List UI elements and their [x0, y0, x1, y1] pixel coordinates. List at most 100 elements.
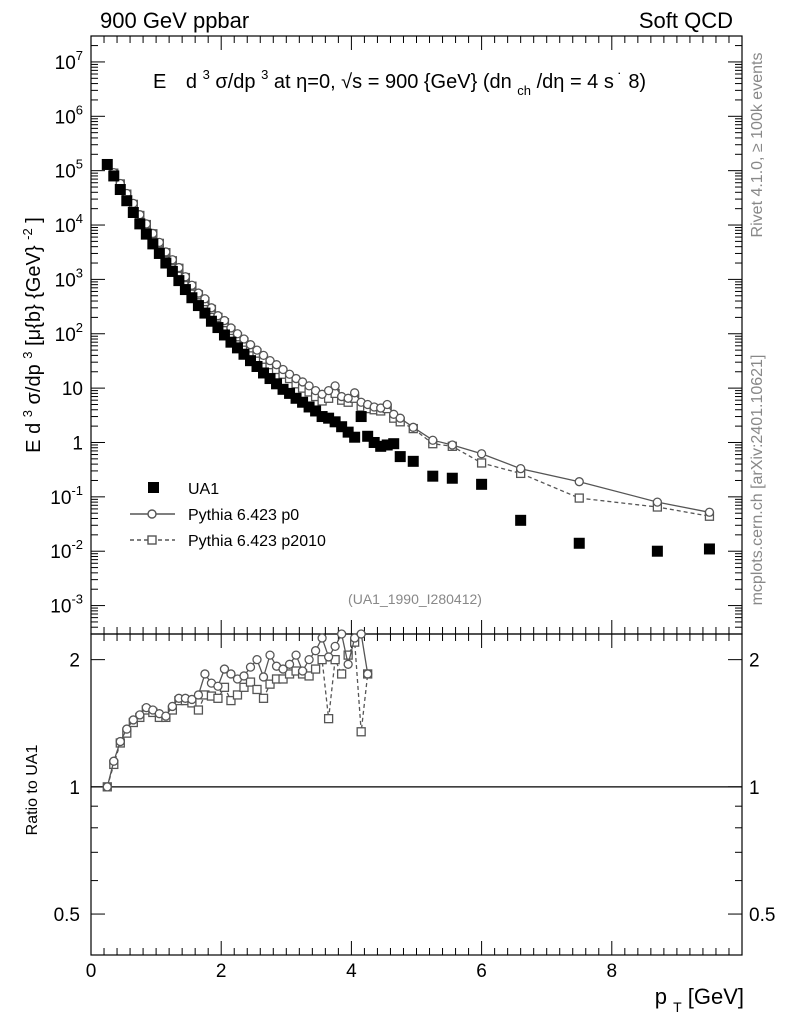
p0-point — [336, 629, 347, 639]
p0-point — [122, 724, 132, 734]
ua1-point — [101, 158, 113, 170]
ua1-point — [407, 455, 419, 467]
ratio-y-tick-label: 2 — [69, 651, 80, 672]
ua1-point — [336, 421, 348, 433]
p0-point — [271, 360, 282, 370]
p0-point — [226, 669, 236, 679]
p2010-point — [343, 650, 353, 660]
ua1-point — [127, 207, 139, 219]
p0-point — [284, 659, 295, 669]
p0-point — [317, 633, 327, 643]
p0-point — [323, 652, 334, 662]
p0-point — [291, 650, 301, 660]
p2010-point — [310, 664, 321, 674]
xlabel-part-sub-t: T — [673, 999, 682, 1015]
p2010-point — [304, 671, 314, 681]
main-plot-title: E d 3 σ/dp 3 at η=0, √s = 900 {GeV} (dn … — [153, 62, 646, 100]
main-axis-ticks: 10-3 10-2 10-1 1 10 102 103 104 105 106 107 — [50, 35, 743, 635]
ua1-point — [160, 257, 172, 269]
ua1-point — [388, 438, 400, 450]
ylabel-part-exp2: 3 — [20, 351, 35, 358]
title-part-conditions: at η=0, √s = 900 {GeV} (dn — [274, 71, 512, 93]
p0-point — [265, 650, 275, 660]
p2010-point — [323, 714, 334, 724]
ylabel-part-exp1: 3 — [20, 410, 35, 417]
x-axis-label: p T [GeV] — [655, 984, 744, 1017]
rivet-version-label: Rivet 4.1.0, ≥ 100k events — [749, 53, 766, 238]
p0-point — [161, 711, 171, 721]
p0-point — [252, 654, 262, 665]
p0-point — [350, 388, 360, 398]
main-y-tick-label: 106 — [55, 102, 83, 128]
ratio-y-axis-label: Ratio to UA1 — [24, 745, 41, 836]
main-y-tick-label: 10 — [62, 379, 83, 400]
ratio-plot-series — [102, 629, 373, 792]
ua1-point — [238, 348, 250, 360]
title-part-eta: /dη = 4 s — [537, 71, 614, 93]
p2010-point — [239, 682, 249, 692]
p0-point — [304, 381, 314, 391]
p0-point — [245, 340, 256, 350]
x-tick-label: 6 — [476, 961, 487, 982]
p0-point — [193, 690, 204, 700]
p0-point — [395, 413, 405, 423]
p0-point — [232, 329, 243, 339]
analysis-id-label: (UA1_1990_I280412) — [348, 591, 482, 607]
legend-label-p2010: Pythia 6.423 p2010 — [188, 533, 326, 550]
ua1-point — [316, 411, 328, 423]
ylabel-part-exp3: -2 — [20, 228, 35, 240]
p0-point — [239, 334, 249, 344]
legend-label-ua1: UA1 — [188, 481, 219, 498]
p2010-point — [265, 679, 275, 689]
p0-point — [343, 659, 353, 669]
p0-point — [330, 641, 340, 652]
main-y-axis-label: E d 3 σ/dp 3 [μ{b} {GeV} -2 ] — [15, 217, 45, 453]
ua1-point — [284, 387, 296, 399]
p2010-point — [356, 727, 366, 737]
x-tick-label: 0 — [86, 961, 97, 982]
p0-point — [704, 507, 715, 517]
p0-point — [115, 736, 125, 747]
p0-point — [310, 646, 321, 656]
p0-point — [297, 377, 308, 387]
p0-point — [350, 633, 360, 643]
legend-marker-p2010 — [147, 535, 157, 545]
xlabel-part-p: p — [655, 984, 667, 1009]
ua1-point — [329, 416, 341, 428]
p0-point — [213, 681, 223, 691]
ua1-point — [342, 426, 354, 438]
x-tick-label: 2 — [216, 961, 227, 982]
mcplots-source-label: mcplots.cern.ch [arXiv:2401.10621] — [749, 355, 766, 606]
p2010-point — [336, 669, 347, 679]
ua1-point — [186, 292, 198, 304]
p0-point — [239, 671, 249, 681]
ua1-point — [446, 472, 458, 484]
title-part-dot: ˙ — [617, 71, 622, 88]
p0-point — [219, 664, 230, 674]
p0-point — [363, 669, 373, 679]
ylabel-part-close: ] — [23, 217, 45, 223]
legend-label-p0: Pythia 6.423 p0 — [188, 507, 299, 524]
p0-point — [245, 662, 256, 672]
ua1-point — [218, 329, 230, 341]
p2010-point — [213, 693, 223, 703]
p2010-point — [574, 493, 584, 503]
legend-marker-ua1 — [148, 482, 159, 493]
ua1-point — [121, 195, 133, 207]
p0-point — [330, 381, 340, 391]
main-y-tick-label: 105 — [55, 157, 83, 183]
p0-point — [408, 422, 418, 432]
p0-point — [128, 715, 138, 725]
main-y-tick-label: 102 — [55, 320, 83, 346]
p0-point — [356, 629, 366, 639]
ylabel-part-sigma: σ/dp — [23, 364, 45, 404]
p0-point — [428, 435, 438, 445]
p0-point — [135, 710, 145, 720]
main-y-tick-label: 10-3 — [50, 592, 83, 618]
p0-point — [574, 477, 584, 487]
ratio-y-tick-label-right: 0.5 — [749, 905, 775, 926]
p0-point — [265, 356, 275, 366]
ua1-point — [108, 170, 120, 182]
ua1-point — [147, 238, 159, 250]
title-part-end: 8) — [628, 71, 646, 93]
